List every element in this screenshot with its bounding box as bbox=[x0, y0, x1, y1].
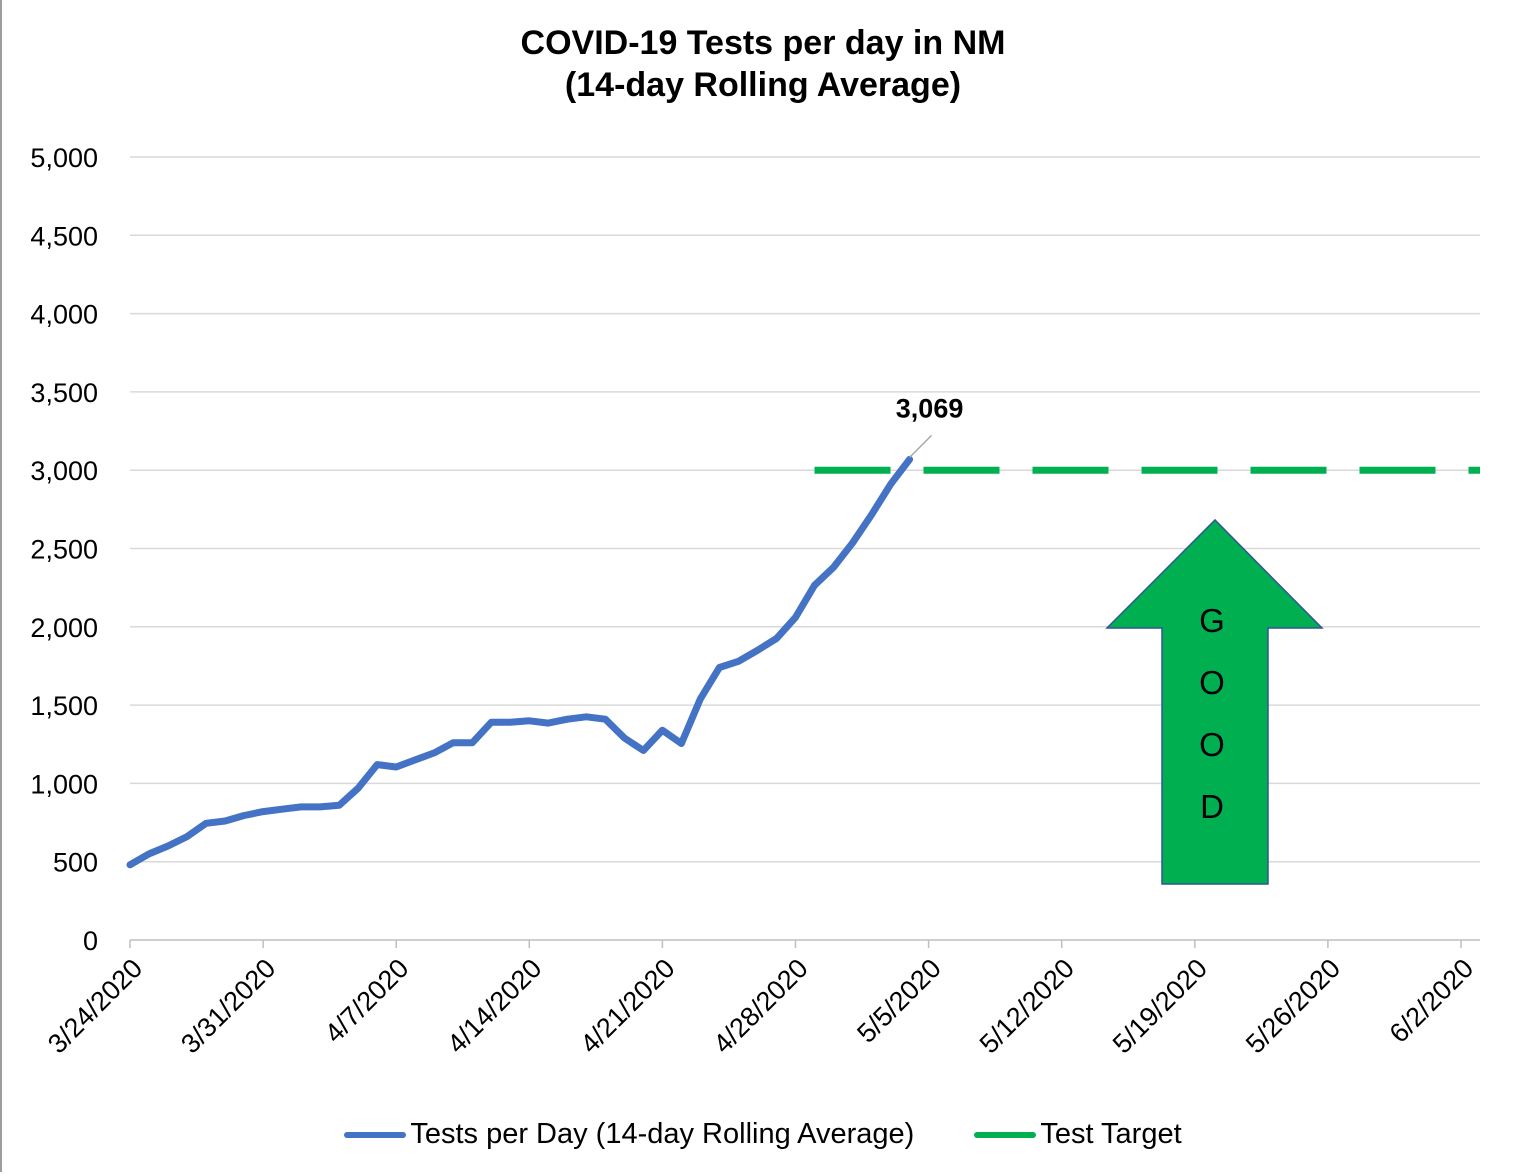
legend-label-target: Test Target bbox=[1040, 1118, 1182, 1150]
good-arrow bbox=[1105, 518, 1324, 885]
x-tick-label: 4/21/2020 bbox=[574, 953, 680, 1059]
y-tick-label: 1,500 bbox=[30, 691, 98, 721]
x-tick-label: 5/5/2020 bbox=[851, 953, 947, 1049]
y-tick-label: 0 bbox=[83, 926, 98, 956]
legend: Tests per Day (14-day Rolling Average) T… bbox=[0, 1118, 1526, 1151]
legend-item-tests: Tests per Day (14-day Rolling Average) bbox=[344, 1118, 914, 1151]
good-arrow-letter: G bbox=[1199, 602, 1225, 639]
y-tick-label: 2,000 bbox=[30, 613, 98, 643]
good-arrow-letter: O bbox=[1199, 726, 1225, 763]
y-tick-label: 3,500 bbox=[30, 378, 98, 408]
data-label-leader bbox=[909, 434, 933, 458]
good-arrow-letter: O bbox=[1199, 664, 1225, 701]
y-tick-label: 3,000 bbox=[30, 456, 98, 486]
data-label-3069: 3,069 bbox=[896, 393, 964, 423]
y-tick-label: 500 bbox=[53, 848, 98, 878]
good-arrow-letter: D bbox=[1200, 788, 1224, 825]
x-tick-label: 5/26/2020 bbox=[1240, 953, 1346, 1059]
y-tick-label: 4,500 bbox=[30, 221, 98, 251]
x-tick-label: 4/14/2020 bbox=[441, 953, 547, 1059]
chart-title: COVID-19 Tests per day in NM (14-day Rol… bbox=[520, 24, 1006, 104]
legend-item-target: Test Target bbox=[974, 1118, 1182, 1151]
x-tick-label: 6/2/2020 bbox=[1384, 953, 1480, 1049]
y-tick-label: 2,500 bbox=[30, 535, 98, 565]
x-tick-label: 5/12/2020 bbox=[974, 953, 1080, 1059]
legend-swatch-target bbox=[974, 1131, 1037, 1138]
x-tick-label: 3/31/2020 bbox=[175, 953, 281, 1059]
y-tick-label: 5,000 bbox=[30, 143, 98, 173]
x-tick-label: 5/19/2020 bbox=[1107, 953, 1213, 1059]
x-tick-label: 4/28/2020 bbox=[708, 953, 814, 1059]
x-tick-label: 3/24/2020 bbox=[42, 953, 148, 1059]
x-tick-label: 4/7/2020 bbox=[319, 953, 415, 1049]
series-line-tests bbox=[126, 455, 914, 869]
y-tick-label: 4,000 bbox=[30, 300, 98, 330]
y-tick-label: 1,000 bbox=[30, 769, 98, 799]
legend-swatch-tests bbox=[344, 1131, 407, 1138]
legend-label-tests: Tests per Day (14-day Rolling Average) bbox=[410, 1118, 915, 1150]
